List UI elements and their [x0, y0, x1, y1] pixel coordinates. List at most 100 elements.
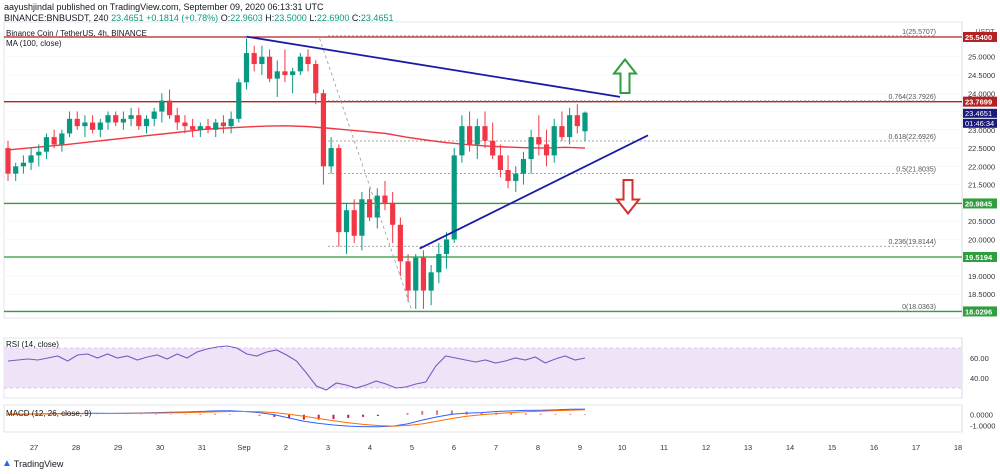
candle-body: [190, 126, 196, 130]
ma100-line: [7, 125, 586, 151]
legend-ma[interactable]: MA (100, close): [6, 39, 62, 48]
price-tick: 19.0000: [968, 272, 995, 281]
candle-body: [236, 82, 242, 119]
trendlines: [246, 35, 649, 311]
level-tag: [963, 251, 997, 262]
legend-title: Binance Coin / TetherUS, 4h, BINANCE: [6, 29, 147, 38]
symbol: BINANCE:BNBUSDT, 240: [4, 13, 109, 23]
macd-panel: 0.0000 -1.0000: [7, 408, 995, 431]
candle-body: [120, 118, 126, 123]
horizontal-levels: [4, 36, 962, 313]
publish-line: aayushjindal published on TradingView.co…: [4, 2, 324, 12]
candle-body: [228, 118, 234, 127]
candle-body: [405, 261, 411, 291]
candle-body: [297, 56, 303, 72]
time-tick: 28: [72, 443, 80, 452]
time-tick: 18: [954, 443, 962, 452]
candle-body: [43, 137, 50, 152]
level-tag: [963, 198, 997, 209]
candle-body: [490, 140, 496, 156]
time-axis: 27 28 29 30 31 Sep 2 3 4 5 6 7 8 9 10 11 12 13 14 15 16 17 18: [30, 443, 962, 452]
candle-body: [274, 71, 280, 79]
price-tick: 21.5000: [968, 181, 995, 190]
candle-body: [143, 118, 150, 127]
low-label: L:: [309, 13, 317, 23]
price-tick: 19.5000: [968, 254, 995, 263]
time-tick: 12: [702, 443, 710, 452]
candle-body: [159, 100, 165, 112]
open-label: O:: [220, 13, 231, 23]
candle-body: [382, 195, 388, 203]
candle-body: [467, 126, 473, 145]
level-tag: [963, 96, 997, 107]
time-tick: 3: [326, 443, 330, 452]
candle-body: [574, 115, 580, 127]
candle-body: [343, 210, 350, 233]
candle-body: [182, 122, 188, 127]
candle-body: [528, 137, 534, 160]
level-label: 19.5194: [965, 253, 993, 262]
candle-body: [151, 111, 157, 119]
time-tick: 7: [494, 443, 498, 452]
open-value: 22.9603: [230, 13, 263, 23]
time-tick: 9: [578, 443, 582, 452]
candle-body: [459, 126, 465, 156]
rsi-tick: 60.00: [970, 354, 989, 363]
candle-body: [443, 239, 450, 255]
candle-body: [266, 56, 273, 79]
rsi-label[interactable]: RSI (14, close): [6, 340, 59, 349]
time-tick: 27: [30, 443, 38, 452]
candle-body: [243, 53, 250, 83]
rsi-panel: 60.00 40.00: [4, 345, 989, 391]
macd-tick: -1.0000: [970, 422, 995, 431]
macd-label[interactable]: MACD (12, 26, close, 9): [6, 409, 92, 418]
down-arrow-icon: [614, 179, 642, 216]
candle-body: [136, 115, 142, 127]
chart-header: aayushjindal published on TradingView.co…: [4, 2, 393, 24]
macd-line: [7, 408, 586, 428]
time-tick: Sep: [237, 443, 250, 452]
level-tag: [963, 31, 997, 42]
price-axis: USDT 18.0000 18.5000 19.0000 19.5000 20.0000 2…: [963, 29, 997, 318]
candle-body: [13, 166, 19, 174]
time-tick: 10: [618, 443, 626, 452]
panel-border-2: [3, 404, 963, 433]
fib-label: 0.5(21.8035): [896, 167, 936, 174]
ma100-path: [7, 125, 586, 151]
candle-body: [82, 122, 88, 127]
candle-body: [74, 118, 80, 127]
time-tick: 6: [452, 443, 456, 452]
level-label: 25.5400: [965, 33, 992, 42]
price-tick: 21.0000: [968, 199, 995, 208]
price-change: +0.1814 (+0.78%): [146, 13, 219, 23]
candle-body: [197, 126, 203, 130]
rsi-tick: 40.00: [970, 374, 989, 383]
candle-body: [320, 93, 327, 167]
current-price-tag: [963, 108, 997, 118]
candle-body: [105, 115, 111, 123]
candle-body: [567, 115, 573, 138]
candle-body: [282, 71, 288, 75]
fib-label: 1(25.5707): [902, 29, 936, 36]
level-label: 23.7699: [965, 98, 992, 107]
axis-currency: USDT: [975, 29, 995, 36]
time-tick: 11: [660, 443, 668, 452]
candle-body: [113, 115, 119, 123]
candle-body: [513, 173, 519, 181]
price-tick: 23.5000: [968, 108, 995, 117]
close-label: C:: [351, 13, 361, 23]
fib-label: 0.618(22.6926): [889, 134, 936, 141]
candle-body: [413, 257, 419, 291]
time-tick: 4: [368, 443, 372, 452]
candlesticks: [5, 38, 588, 309]
fib-label: 0(18.0363): [902, 304, 936, 311]
candle-body: [559, 126, 565, 138]
time-tick: 8: [536, 443, 540, 452]
candle-body: [474, 126, 480, 145]
candle-body: [536, 137, 542, 145]
tradingview-footer[interactable]: ▲ TradingView: [2, 458, 63, 469]
candle-body: [505, 170, 511, 181]
price-tick: 22.0000: [968, 162, 995, 171]
signal-line: [7, 409, 586, 427]
